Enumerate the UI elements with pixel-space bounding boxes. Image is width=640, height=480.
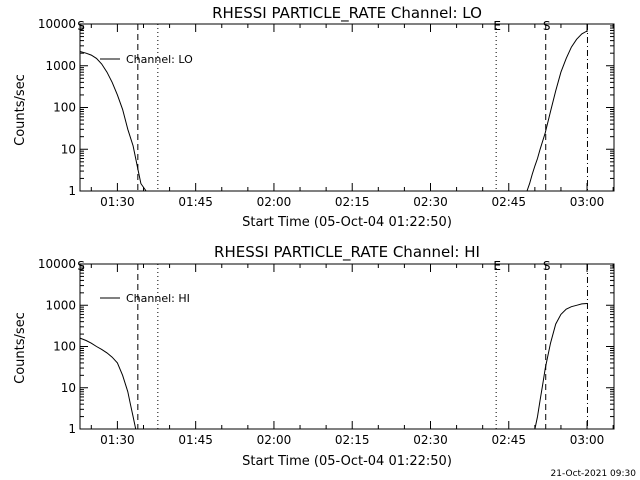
chart-title: RHESSI PARTICLE_RATE Channel: LO <box>212 4 482 23</box>
x-tick-label: 01:45 <box>178 433 213 447</box>
x-tick-label: 02:00 <box>257 433 292 447</box>
y-tick-label: 10000 <box>38 257 76 271</box>
data-series-line <box>526 30 588 192</box>
x-tick-label: 02:30 <box>413 433 448 447</box>
data-series-line <box>79 51 147 192</box>
chart-title: RHESSI PARTICLE_RATE Channel: HI <box>214 243 480 262</box>
x-tick-label: 03:00 <box>570 433 605 447</box>
x-tick-label: 03:00 <box>570 195 605 209</box>
x-tick-label: 02:15 <box>335 433 370 447</box>
y-tick-label: 1000 <box>45 298 76 312</box>
event-marker-label: S <box>543 19 551 33</box>
event-marker-label: S <box>77 19 85 33</box>
event-marker-label: E <box>493 259 501 273</box>
y-axis-label: Counts/sec <box>13 74 28 146</box>
y-tick-label: 10 <box>61 142 76 156</box>
data-series-line <box>534 303 588 430</box>
plot-area: 01:30 01:45 02:00 02:15 02:30 02:45 03:00 1 10 10… <box>38 257 615 447</box>
legend-label: Channel: LO <box>126 53 193 66</box>
x-tick-label: 01:45 <box>178 195 213 209</box>
x-axis-label: Start Time (05-Oct-04 01:22:50) <box>242 454 452 469</box>
y-tick-label: 10 <box>61 381 76 395</box>
x-tick-label: 02:45 <box>491 433 526 447</box>
x-tick-label: 01:30 <box>100 433 135 447</box>
legend-label: Channel: HI <box>126 292 190 305</box>
lo-channel-panel: RHESSI PARTICLE_RATE Channel: LO Counts/… <box>13 4 615 230</box>
y-tick-label: 100 <box>53 340 76 354</box>
x-tick-label: 01:30 <box>100 195 135 209</box>
x-tick-label: 02:00 <box>257 195 292 209</box>
y-axis-label: Counts/sec <box>13 312 28 384</box>
data-series-line <box>79 337 137 430</box>
timestamp-footer: 21-Oct-2021 09:30 <box>551 469 637 479</box>
y-tick-label: 10000 <box>38 17 76 31</box>
y-tick-label: 1 <box>68 422 76 436</box>
x-tick-label: 02:45 <box>491 195 526 209</box>
event-marker-label: S <box>543 259 551 273</box>
plot-area: 01:30 01:45 02:00 02:15 02:30 02:45 03:00 1 10 10… <box>38 17 615 209</box>
event-marker-label: E <box>493 19 501 33</box>
y-tick-label: 1 <box>68 184 76 198</box>
y-tick-label: 1000 <box>45 59 76 73</box>
event-marker-label: S <box>77 259 85 273</box>
x-tick-label: 02:15 <box>335 195 370 209</box>
x-tick-label: 02:30 <box>413 195 448 209</box>
hi-channel-panel: RHESSI PARTICLE_RATE Channel: HI Counts/… <box>13 243 615 469</box>
x-axis-label: Start Time (05-Oct-04 01:22:50) <box>242 215 452 230</box>
y-tick-label: 100 <box>53 101 76 115</box>
